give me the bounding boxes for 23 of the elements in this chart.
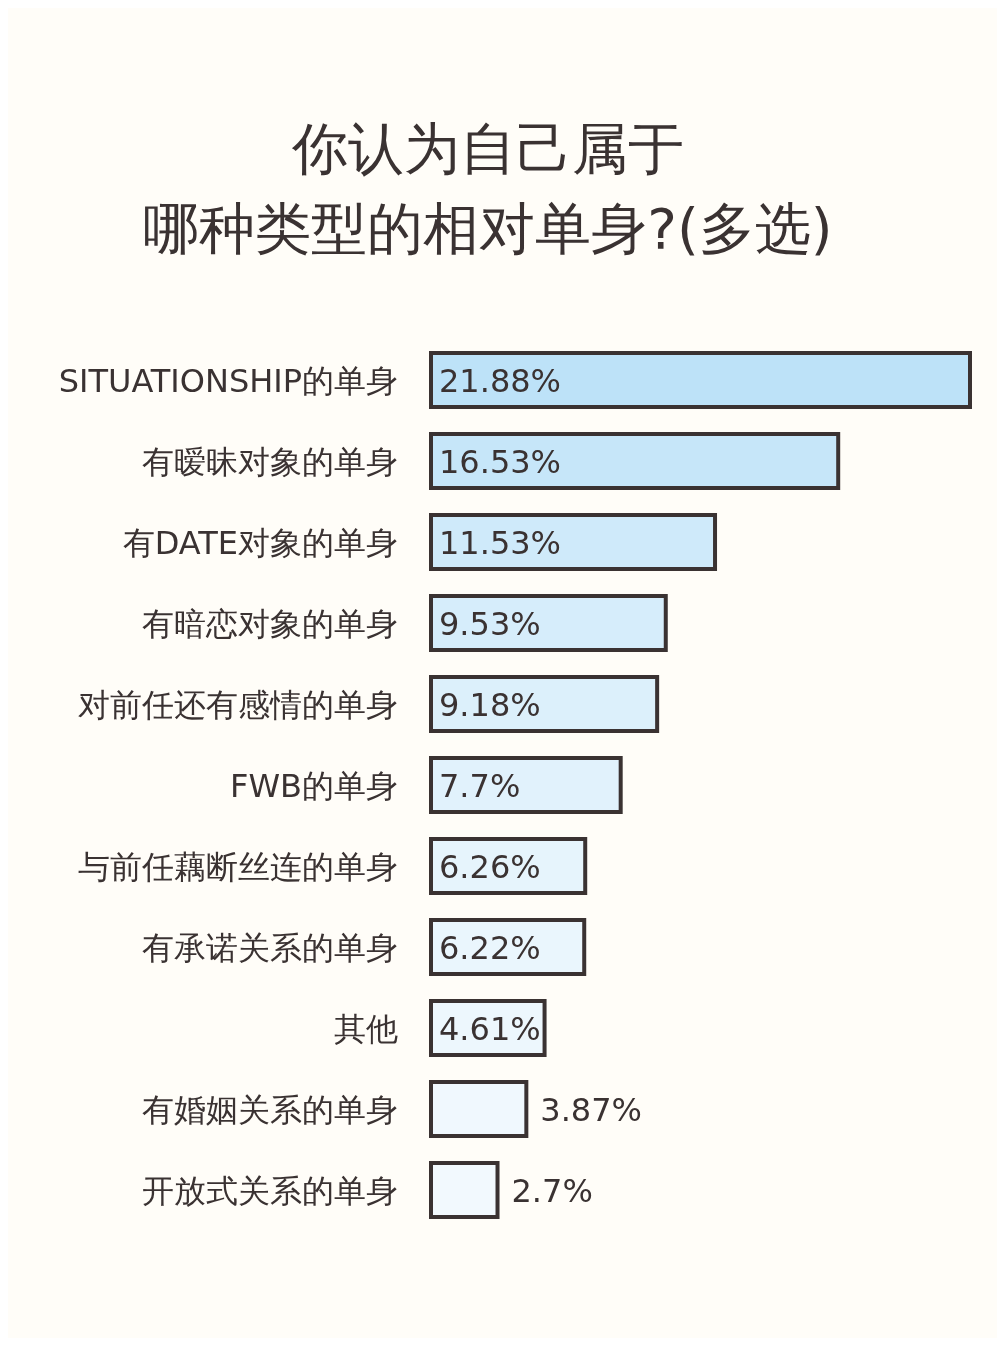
data-label: 21.88% (439, 362, 562, 400)
data-label: 9.18% (439, 686, 541, 724)
y-tick-label: 对前任还有感情的单身 (78, 686, 398, 724)
chart-title: 你认为自己属于哪种类型的相对单身?(多选) (143, 116, 833, 261)
data-label: 7.7% (439, 767, 521, 805)
data-label: 11.53% (439, 524, 562, 562)
y-tick-label: 开放式关系的单身 (142, 1172, 398, 1210)
y-tick-label: 有DATE对象的单身 (122, 524, 398, 562)
data-label: 2.7% (511, 1172, 593, 1210)
data-label: 9.53% (439, 605, 541, 643)
data-label: 6.22% (439, 929, 541, 967)
data-label: 16.53% (439, 443, 562, 481)
data-label: 6.26% (439, 848, 541, 886)
y-tick-label: 有承诺关系的单身 (142, 929, 398, 967)
y-tick-label: SITUATIONSHIP的单身 (58, 362, 398, 400)
y-tick-label: 有婚姻关系的单身 (142, 1091, 398, 1129)
data-label: 4.61% (439, 1010, 541, 1048)
y-tick-label: 与前任藕断丝连的单身 (78, 848, 398, 886)
data-label: 3.87% (540, 1091, 642, 1129)
y-tick-label: 有暗恋对象的单身 (142, 605, 398, 643)
y-tick-label: 其他 (334, 1010, 398, 1048)
y-tick-label: FWB的单身 (230, 767, 398, 805)
y-tick-label: 有暧昧对象的单身 (142, 443, 398, 481)
